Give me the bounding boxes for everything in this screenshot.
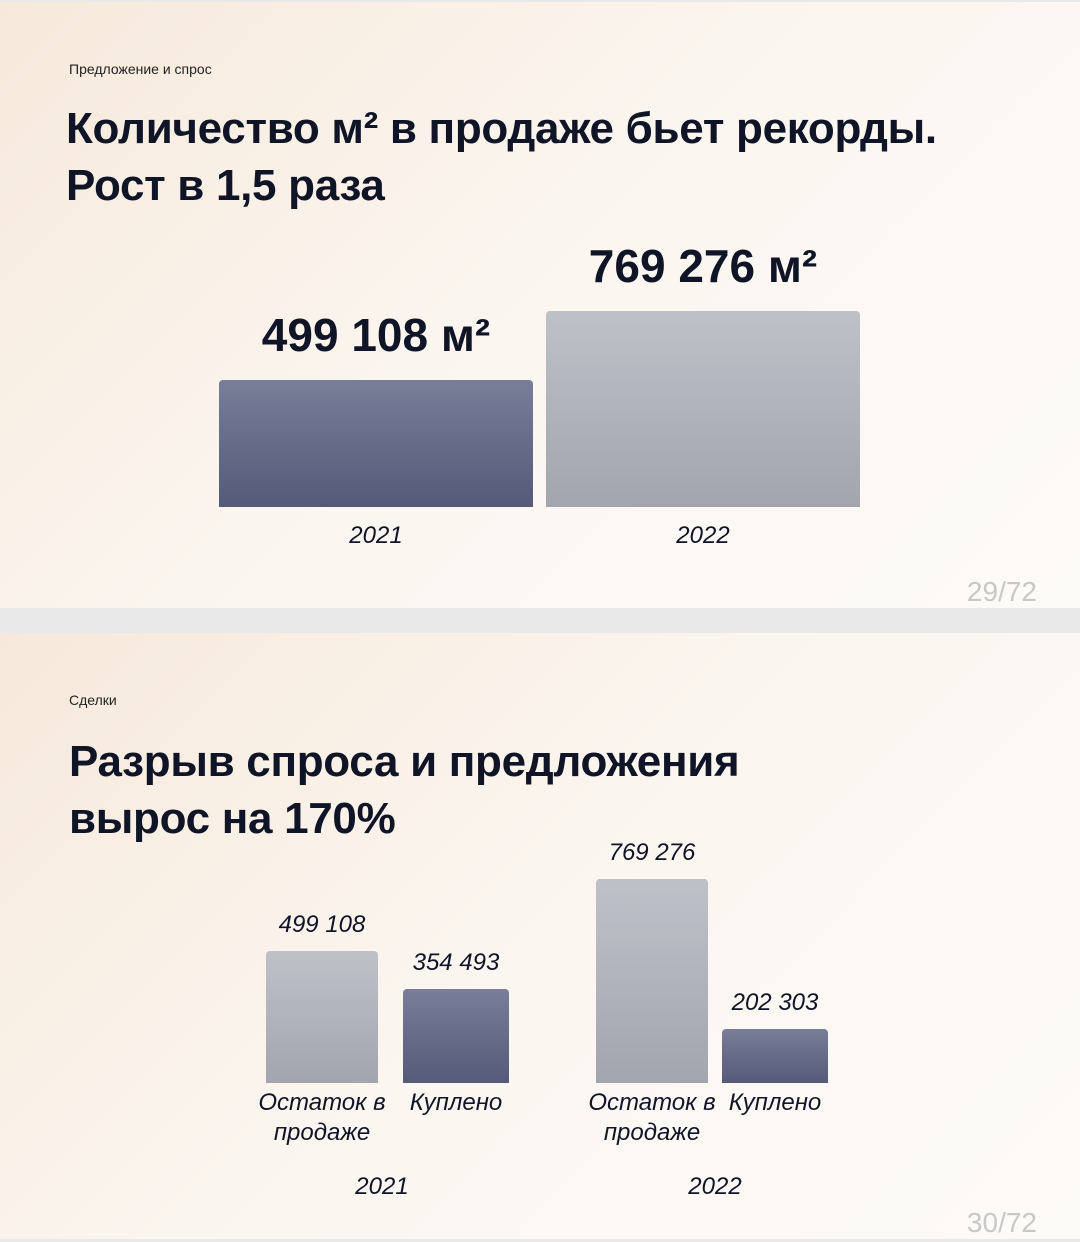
x-tick-label: 2022 (688, 1173, 742, 1200)
slide: Предложение и спрос Количество м² в прод… (0, 2, 1080, 608)
series-label: Куплено (409, 1089, 503, 1116)
slide-title: Разрыв спроса и предложения вырос на 170… (69, 737, 740, 843)
bar (722, 1029, 828, 1083)
value-label: 499 108 м² (261, 308, 491, 361)
section-label: Сделки (69, 692, 117, 708)
page-number: 29/72 (966, 576, 1037, 607)
slide-title: Количество м² в продаже бьет рекорды. Ро… (66, 104, 937, 210)
value-label: 354 493 (412, 948, 500, 976)
page-number: 30/72 (966, 1207, 1037, 1238)
bar (546, 311, 860, 507)
x-tick-label: 2021 (355, 1173, 409, 1200)
bar (403, 988, 509, 1083)
bar (219, 379, 533, 507)
section-label: Предложение и спрос (69, 61, 212, 77)
value-label: 769 276 (608, 839, 696, 866)
bar (596, 879, 708, 1083)
slide: Сделки Разрыв спроса и предложения вырос… (0, 633, 1080, 1239)
series-label: Куплено (728, 1089, 822, 1116)
value-label: 202 303 (731, 989, 819, 1017)
series-label: Остаток в продаже (588, 1089, 716, 1146)
value-label: 769 276 м² (588, 240, 818, 292)
series-label: Остаток в продаже (258, 1089, 386, 1146)
x-tick-label: 2022 (676, 522, 730, 549)
value-label: 499 108 (278, 910, 366, 938)
bar (266, 950, 378, 1083)
x-tick-label: 2021 (349, 522, 403, 549)
